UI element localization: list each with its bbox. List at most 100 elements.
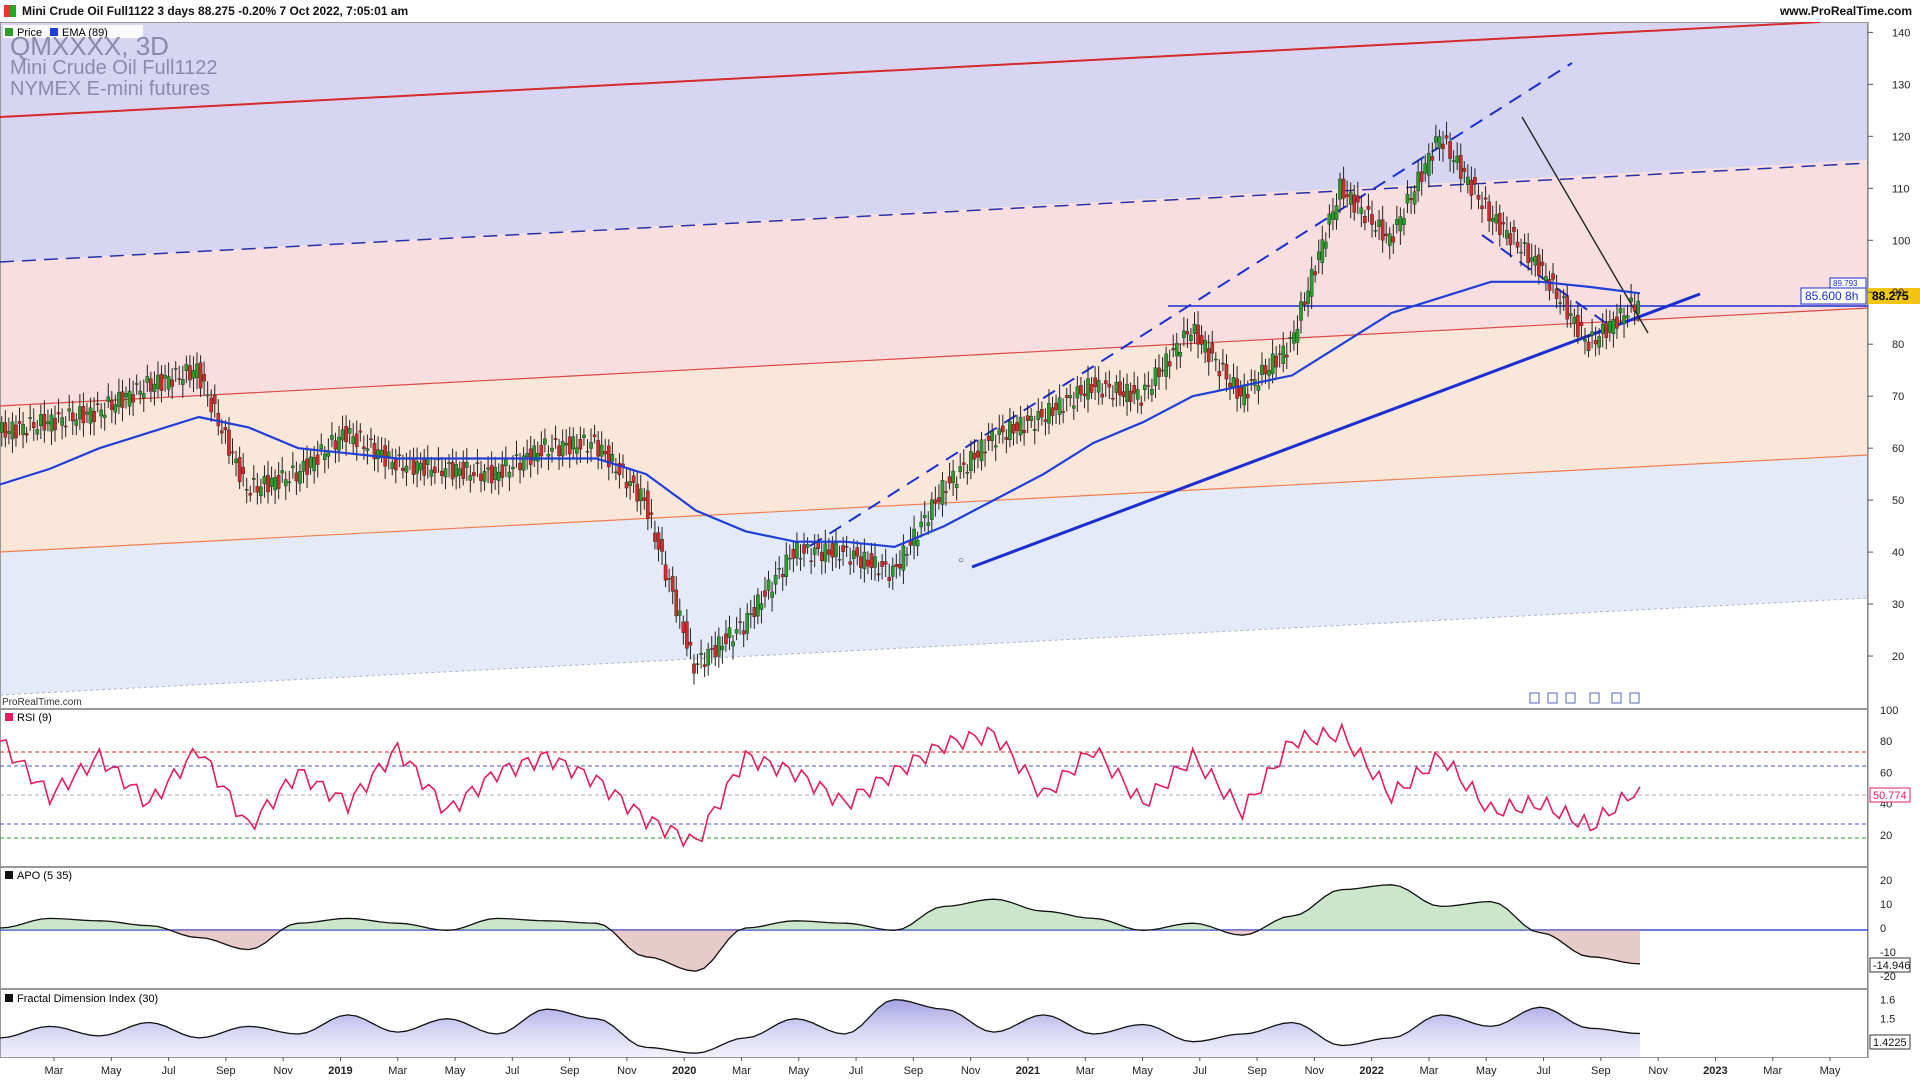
candle-body — [812, 547, 817, 555]
candle-body — [1324, 241, 1328, 249]
candle-body — [560, 441, 565, 457]
candle-body — [890, 565, 895, 577]
candle-body — [1593, 339, 1598, 345]
horizontal-level-label: 85.600 8h — [1800, 287, 1867, 305]
candle-body — [553, 438, 558, 440]
candle-body — [606, 445, 611, 468]
candle-body — [1001, 425, 1005, 433]
site-link[interactable]: www.ProRealTime.com — [1779, 4, 1912, 18]
tool-icon[interactable] — [1589, 692, 1600, 704]
candle-body — [646, 490, 650, 519]
candle-body — [1082, 393, 1087, 397]
candle-body — [816, 542, 821, 550]
candle-body — [156, 374, 160, 390]
candle-body — [777, 567, 781, 570]
candle-body — [113, 404, 118, 413]
candle-body — [681, 621, 686, 633]
tool-icon[interactable] — [1565, 692, 1576, 704]
candle-body — [266, 474, 270, 493]
candle-body — [1586, 341, 1591, 351]
y-tick-label: 40 — [1892, 547, 1904, 559]
candle-body — [738, 621, 742, 623]
y-tick-label: 120 — [1892, 131, 1910, 143]
candle-body — [1437, 136, 1442, 149]
candle-body — [1529, 257, 1534, 262]
candle-body — [1093, 377, 1097, 388]
candle-body — [1079, 385, 1083, 395]
candle-body — [1011, 424, 1016, 434]
apo-tick-label: 10 — [1880, 899, 1892, 911]
candle-body — [280, 470, 285, 474]
tool-icon[interactable] — [1529, 692, 1540, 704]
candle-body — [372, 442, 377, 460]
candle-body — [571, 436, 576, 450]
candle-body — [198, 362, 203, 389]
tool-icon[interactable] — [1629, 692, 1640, 704]
candle-body — [212, 394, 217, 404]
candle-body — [596, 440, 600, 457]
candle-body — [415, 461, 419, 474]
candle-body — [525, 453, 529, 457]
candle-body — [1373, 230, 1378, 232]
candle-body — [1522, 242, 1527, 244]
candle-body — [993, 445, 998, 448]
candle-body — [1025, 415, 1030, 421]
tool-icon[interactable] — [1611, 692, 1622, 704]
candle-body — [170, 379, 174, 387]
candle-body — [859, 556, 863, 568]
candle-body — [14, 424, 18, 439]
candle-body — [1192, 323, 1197, 334]
candle-body — [486, 467, 490, 470]
candle-body — [1132, 385, 1136, 394]
candle-body — [1384, 233, 1388, 237]
tool-icon[interactable] — [1547, 692, 1558, 704]
tool-icons[interactable] — [1529, 692, 1640, 704]
candle-body — [699, 653, 703, 655]
candle-body — [876, 573, 881, 576]
candle-body — [234, 458, 238, 464]
candle-body — [1125, 383, 1129, 402]
candle-body — [362, 446, 366, 449]
y-tick-label: 140 — [1892, 27, 1910, 39]
y-tick-label: 60 — [1892, 443, 1904, 455]
candle-body — [1128, 390, 1133, 402]
candle-body — [1022, 430, 1026, 433]
candle-body — [244, 489, 249, 491]
candle-body — [447, 462, 451, 465]
candle-body — [685, 621, 689, 649]
candle-body — [532, 445, 537, 461]
candle-body — [138, 390, 143, 395]
candle-body — [141, 393, 146, 399]
candle-body — [259, 486, 263, 496]
candle-body — [1196, 324, 1200, 345]
candle-body — [1231, 377, 1236, 389]
candle-body — [585, 451, 590, 453]
candle-body — [1015, 422, 1019, 431]
rsi-levels — [0, 751, 1868, 839]
candle-body — [149, 378, 153, 392]
candle-body — [1441, 143, 1445, 149]
support-trendline — [971, 292, 1701, 569]
candle-body — [1008, 421, 1012, 440]
candle-body — [1419, 171, 1424, 182]
candle-body — [464, 462, 469, 468]
candle-body — [1515, 241, 1520, 248]
candle-body — [17, 421, 22, 424]
apo-value-label: -14.946 — [1869, 957, 1911, 973]
candle-body — [379, 450, 384, 456]
candle-body — [1352, 194, 1357, 213]
candle-body — [1281, 345, 1286, 364]
x-tick-label: Jul — [505, 1065, 519, 1077]
candle-body — [70, 412, 75, 422]
candle-body — [1089, 384, 1094, 393]
candle-body — [546, 454, 551, 457]
candle-body — [614, 471, 618, 474]
x-tick-label: 2023 — [1703, 1065, 1727, 1077]
candle-body — [1221, 362, 1225, 365]
x-axis: Mar May Jul Sep Nov 2019 Mar May Jul Sep Nov 2020 Ma… — [45, 1057, 1841, 1077]
candle-body — [954, 483, 959, 488]
candle-body — [1391, 236, 1396, 243]
candle-body — [181, 379, 185, 385]
candle-body — [117, 392, 121, 407]
